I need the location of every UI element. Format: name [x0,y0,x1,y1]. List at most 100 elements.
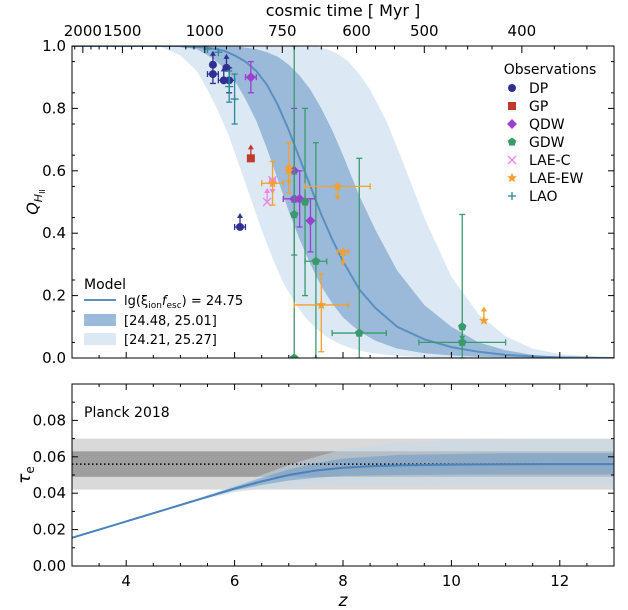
bottom-y-axis-label: τe [15,466,37,484]
ytick-label: 0.04 [33,484,66,502]
top-axis-tick-label: 750 [268,22,297,40]
inner-band [72,46,614,358]
xtick-label: 4 [121,572,131,590]
obs-point-dp [233,212,247,231]
ytick-label: 1.0 [42,37,66,55]
legend-band1-swatch [84,314,116,326]
legend-band2-swatch [84,333,116,345]
legend-entry-lae-ew: LAE-EW [507,171,583,187]
legend-band2-label: [24.21, 25.27] [124,333,217,348]
legend-entry-gp: GP [508,99,548,115]
obs-point-dp [222,53,231,72]
top-axis-tick-label: 500 [410,22,439,40]
marker-pentagon [458,322,467,331]
limit-arrow-head [247,144,254,150]
ylabel-e: e [23,466,37,473]
obs-point-dp [208,50,217,69]
marker-pentagon [507,137,517,146]
ytick-label: 0.4 [42,224,66,242]
obs-point-lao [225,70,234,103]
lg-suffix: ) = 24.75 [182,294,243,309]
marker-circle [236,222,245,231]
observations-legend: Observations DP GP QDW GDW LAE-C LAE-EW LAO [504,62,597,205]
marker-star [479,315,489,325]
obs-group-dp [206,50,247,231]
marker-pentagon [458,337,467,346]
marker-pentagon [311,256,321,265]
obs-point-lae-ew [293,273,350,353]
xtick-label: 8 [338,572,348,590]
legend-entry-gdw: GDW [507,135,565,151]
legend-entry-label: LAO [529,189,557,205]
observations-legend-title: Observations [504,62,597,78]
marker-square [246,154,255,163]
marker-circle [508,84,516,92]
limit-arrow-head [334,195,341,201]
legend-entry-label: DP [529,81,548,97]
ylabel-ii: II [38,189,47,194]
ytick-label: 0.06 [33,448,66,466]
marker-diamond [245,72,256,83]
top-axis-tick-label: 400 [508,22,537,40]
marker-pentagon [289,353,299,358]
marker-diamond [507,119,517,129]
obs-point-lae-ew [479,306,489,325]
legend-entry-label: GP [529,99,548,115]
top-axis-tick-label: 600 [342,22,371,40]
marker-circle [208,70,217,79]
marker-star [332,181,343,191]
marker-pentagon [355,328,364,337]
legend-entry-dp: DP [508,81,548,97]
obs-point-gp [246,144,255,163]
ylabel-q: Q [23,202,42,215]
top-y-axis-label: QHII [23,189,47,215]
obs-point-qdw [305,198,316,253]
obs-group-gp [246,144,255,163]
obs-group-lao [203,46,239,125]
top-axis-tick-label: 1000 [186,22,224,40]
ytick-label: 0.6 [42,162,66,180]
top-plot-area [72,46,614,358]
ylabel-tau: τ [15,473,35,484]
ytick-label: 0.08 [33,411,66,429]
marker-plus [225,82,234,91]
obs-point-lae-ew [336,246,350,266]
lg-sub-esc: esc [166,301,181,311]
ytick-label: 0.02 [33,521,66,539]
legend-entry-label: LAE-EW [529,171,583,187]
median-line [72,46,614,358]
top-axis-tick-label: 1500 [103,22,141,40]
obs-point-gdw [304,142,328,358]
legend-median-label: lg(ξionfesc) = 24.75 [124,294,243,311]
ytick-label: 0.0 [42,349,66,367]
legend-entry-label: LAE-C [529,153,571,169]
limit-arrow-head [237,212,244,218]
marker-star [283,165,294,175]
marker-x [507,155,517,165]
obs-point-lae-ew [304,181,371,201]
planck-label: Planck 2018 [84,405,170,421]
ytick-label: 0.2 [42,287,66,305]
legend-entry-label: GDW [529,135,565,151]
limit-arrow-head [264,188,271,193]
lg-sub-ion: ion [148,301,162,311]
marker-star [338,246,348,257]
legend-band1-label: [24.48, 25.01] [124,314,217,329]
limit-arrow-head [209,50,216,56]
obs-point-lao [230,73,239,125]
marker-star [267,178,278,188]
legend-entry-label: QDW [529,117,565,133]
bottom-panel: Planck 2018 0.00 0.02 0.04 0.06 0.08 4 6 8 10 12 z τ… [15,383,615,610]
obs-point-dp [206,64,219,85]
marker-circle [222,63,231,72]
ytick-label: 0.00 [33,557,66,575]
obs-point-lao [214,48,223,57]
marker-diamond [305,215,316,226]
bottom-plot-area [72,438,614,539]
ytick-label: 0.8 [42,99,66,117]
marker-star [316,299,327,310]
obs-point-lae-ew [261,160,285,206]
